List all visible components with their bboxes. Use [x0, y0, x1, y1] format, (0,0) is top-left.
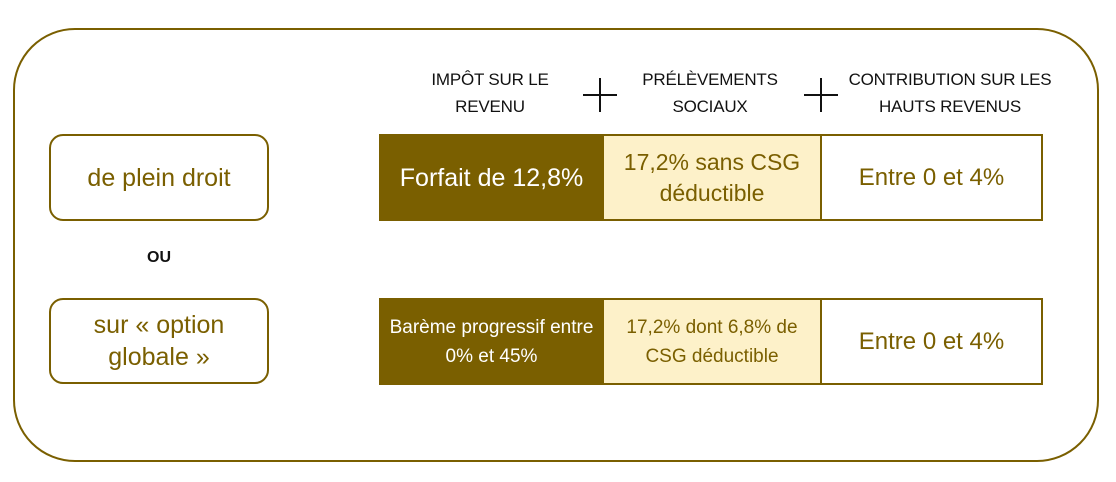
cell-impot-bareme: Barème progressif entre 0% et 45% [381, 300, 602, 383]
cell-prelevements-dont-csg-text: 17,2% dont 6,8% de CSG déductible [626, 316, 798, 367]
diagram-frame [13, 28, 1099, 462]
row-plein-droit: Forfait de 12,8% 17,2% sans CSG déductib… [379, 134, 1043, 221]
cell-prelevements-dont-csg: 17,2% dont 6,8% de CSG déductible [602, 300, 822, 383]
cell-prelevements-sans-csg-text: 17,2% sans CSG déductible [623, 148, 801, 206]
cell-contribution-2: Entre 0 et 4% [822, 300, 1041, 383]
header-prelevements-sociaux: PRÉLÈVEMENTS SOCIAUX [642, 70, 778, 116]
separator-ou: OU [147, 249, 171, 266]
cell-contribution-1-text: Entre 0 et 4% [858, 163, 1005, 191]
cell-impot-forfait: Forfait de 12,8% [381, 136, 602, 219]
cell-impot-forfait-text: Forfait de 12,8% [399, 163, 584, 192]
plus-icon [804, 78, 838, 112]
row-option-globale: Barème progressif entre 0% et 45% 17,2% … [379, 298, 1043, 385]
cell-contribution-1: Entre 0 et 4% [822, 136, 1041, 219]
mode-de-plein-droit-label: de plein droit [87, 163, 231, 192]
cell-prelevements-sans-csg: 17,2% sans CSG déductible [602, 136, 822, 219]
header-impot-sur-le-revenu: IMPÔT SUR LE REVENU [431, 70, 549, 116]
header-contribution-hauts-revenus: CONTRIBUTION SUR LES HAUTS REVENUS [848, 70, 1052, 116]
cell-contribution-2-text: Entre 0 et 4% [858, 327, 1005, 355]
mode-option-globale: sur « option globale » [49, 298, 269, 384]
mode-de-plein-droit: de plein droit [49, 134, 269, 221]
plus-icon [583, 78, 617, 112]
mode-option-globale-label: sur « option globale » [93, 311, 225, 371]
cell-impot-bareme-text: Barème progressif entre 0% et 45% [389, 316, 594, 367]
